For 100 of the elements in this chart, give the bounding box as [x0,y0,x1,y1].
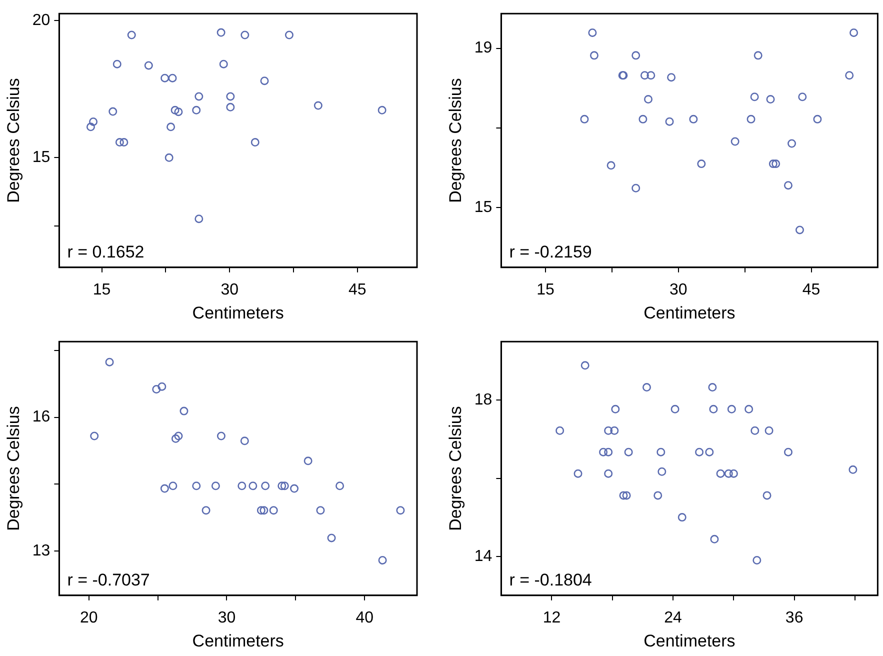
x-tick-label: 45 [802,281,820,298]
point [269,506,278,515]
y-tick-label: 19 [474,40,492,57]
point [750,92,759,102]
x-tick-label: 40 [356,609,374,626]
x-tick-label: 30 [220,281,239,298]
point [314,101,322,110]
point [250,138,260,147]
point [396,506,405,515]
point [788,139,796,148]
point [764,426,774,435]
point [316,506,325,515]
y-tick-label: 13 [32,542,50,560]
point [610,426,619,435]
point [798,92,807,102]
point [168,482,178,490]
point [624,448,633,456]
y-tick-label: 15 [32,149,50,166]
point [158,382,166,391]
x-tick-label: 45 [348,281,366,298]
point [754,51,762,60]
point [813,114,822,124]
point [216,432,226,440]
point [144,61,153,70]
point [744,404,754,414]
point [784,448,792,456]
point [152,384,161,394]
point [174,108,183,116]
point [646,71,656,80]
point [166,122,176,132]
y-tick-label: 15 [474,199,492,216]
point [160,74,170,82]
point [164,153,174,162]
point [211,482,220,490]
point [606,161,616,170]
point [708,383,717,392]
point [238,482,246,490]
point [750,426,760,435]
x-tick-label: 36 [785,609,804,626]
point [729,469,738,478]
point [588,28,597,37]
point [290,484,299,493]
point [174,432,183,440]
point [240,30,250,40]
point [772,160,780,168]
y-tick-label: 14 [474,548,492,565]
point [160,484,169,493]
point [599,448,608,456]
y-axis-title: Degrees Celsius [4,406,23,531]
x-tick-label: 15 [92,281,111,298]
point [327,534,336,542]
point [378,106,386,114]
point [695,448,704,456]
point [710,534,719,544]
point [219,60,228,68]
point [248,482,258,490]
point [115,138,124,147]
point [727,404,736,414]
x-tick-label: 30 [669,281,688,298]
point [604,448,613,456]
point [619,491,628,500]
point [194,92,204,101]
point [108,107,118,116]
point [697,160,706,168]
point [716,469,725,478]
point [642,383,651,392]
point [752,556,762,565]
point [604,469,613,478]
x-tick-label: 15 [536,281,554,298]
point [644,95,653,104]
point [611,404,620,414]
point [622,491,631,500]
point [850,28,858,37]
point [112,60,122,68]
point [574,469,582,478]
point [784,181,792,190]
point [845,71,854,80]
point [746,114,756,124]
point [766,95,775,104]
point [709,404,718,414]
point [580,361,590,370]
point [171,434,180,443]
point [768,160,778,168]
point [86,122,95,132]
point [90,432,99,440]
point [795,226,804,234]
x-axis-title: Centimeters [644,303,736,322]
point [632,51,640,60]
point [170,106,180,114]
point [705,448,714,456]
x-tick-label: 30 [218,609,236,626]
point [216,28,226,37]
point [848,465,858,474]
point [89,117,98,126]
point [667,73,676,82]
point [240,436,249,446]
point [168,74,177,82]
point [120,138,128,147]
point [590,51,598,60]
point [304,456,312,466]
